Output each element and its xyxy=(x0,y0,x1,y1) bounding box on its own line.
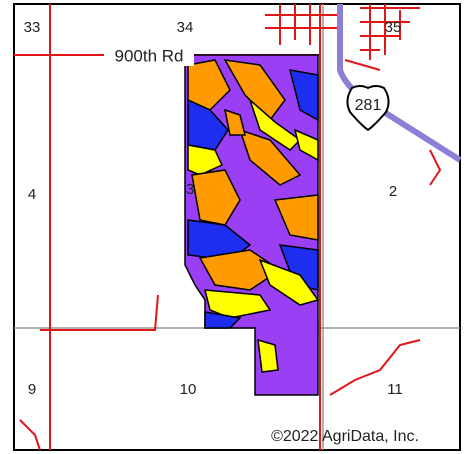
section-label: 11 xyxy=(387,381,403,398)
section-label: 4 xyxy=(28,186,36,203)
section-label: 2 xyxy=(389,183,397,200)
section-label: 10 xyxy=(180,381,197,398)
copyright: ©2022 AgriData, Inc. xyxy=(271,428,419,445)
highway-shield xyxy=(346,85,390,132)
road-label: 900th Rd xyxy=(115,46,184,65)
section-label: 35 xyxy=(385,19,402,36)
section-label: 33 xyxy=(24,19,41,36)
shield-label: 281 xyxy=(355,97,382,114)
section-label: 34 xyxy=(177,19,194,36)
section-label: 9 xyxy=(28,381,36,398)
label-backing xyxy=(104,46,194,66)
roads xyxy=(14,4,442,451)
soil-map xyxy=(184,54,320,396)
section-label: 3 xyxy=(186,181,194,198)
